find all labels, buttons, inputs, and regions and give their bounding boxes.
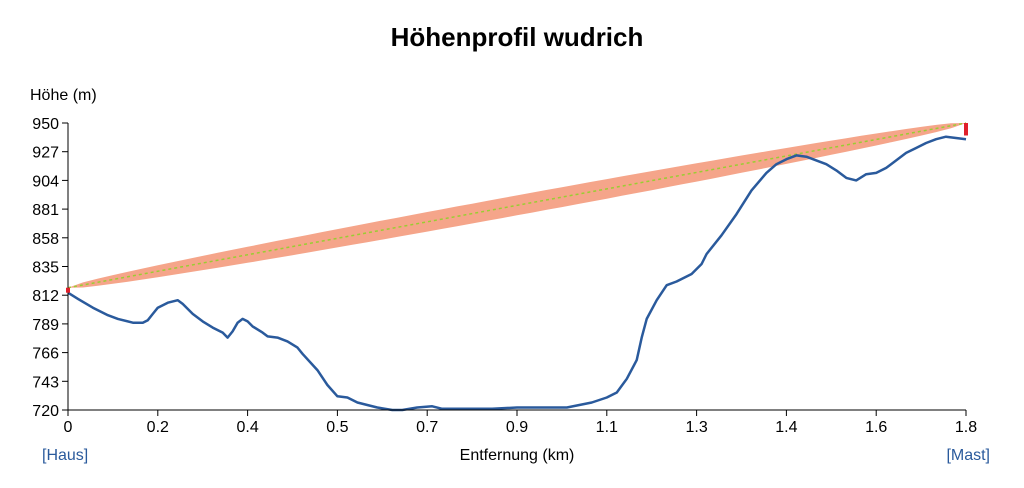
y-tick-label: 720 xyxy=(32,403,59,420)
x-tick-label: 1.3 xyxy=(685,419,707,436)
x-tick-label: 1.8 xyxy=(955,419,977,436)
terrain-profile-line xyxy=(67,135,967,412)
y-tick-label: 858 xyxy=(32,231,59,248)
end-point-label: [Mast] xyxy=(946,447,990,464)
y-tick-label: 835 xyxy=(32,260,59,277)
x-axis-ticks: 0 0.2 0.4 0.5 0.7 0.9 1.1 1.3 1.4 1.6 1.8 xyxy=(64,410,977,436)
y-tick-label: 904 xyxy=(32,173,59,190)
x-tick-label: 1.1 xyxy=(596,419,618,436)
y-tick-label: 743 xyxy=(32,374,59,391)
y-tick-label: 766 xyxy=(32,346,59,363)
y-axis-ticks: 720 743 766 789 812 835 858 881 904 927 950 xyxy=(32,116,68,420)
x-tick-label: 0.4 xyxy=(236,419,258,436)
x-tick-label: 0.9 xyxy=(506,419,528,436)
x-tick-label: 1.6 xyxy=(865,419,887,436)
y-tick-label: 950 xyxy=(32,116,59,133)
y-tick-label: 812 xyxy=(32,288,59,305)
y-axis-label: Höhe (m) xyxy=(30,87,97,104)
y-tick-label: 789 xyxy=(32,317,59,334)
x-tick-label: 0.5 xyxy=(326,419,348,436)
chart-title: Höhenprofil wudrich xyxy=(391,22,644,52)
start-point-label: [Haus] xyxy=(42,447,88,464)
x-tick-label: 0 xyxy=(64,419,73,436)
antenna-markers xyxy=(66,123,968,293)
x-tick-label: 1.4 xyxy=(775,419,797,436)
x-tick-label: 0.2 xyxy=(147,419,169,436)
x-tick-label: 0.7 xyxy=(416,419,438,436)
x-axis-label: Entfernung (km) xyxy=(460,447,575,464)
line-of-sight xyxy=(67,122,967,289)
y-tick-label: 881 xyxy=(32,202,59,219)
y-tick-label: 927 xyxy=(32,145,59,162)
